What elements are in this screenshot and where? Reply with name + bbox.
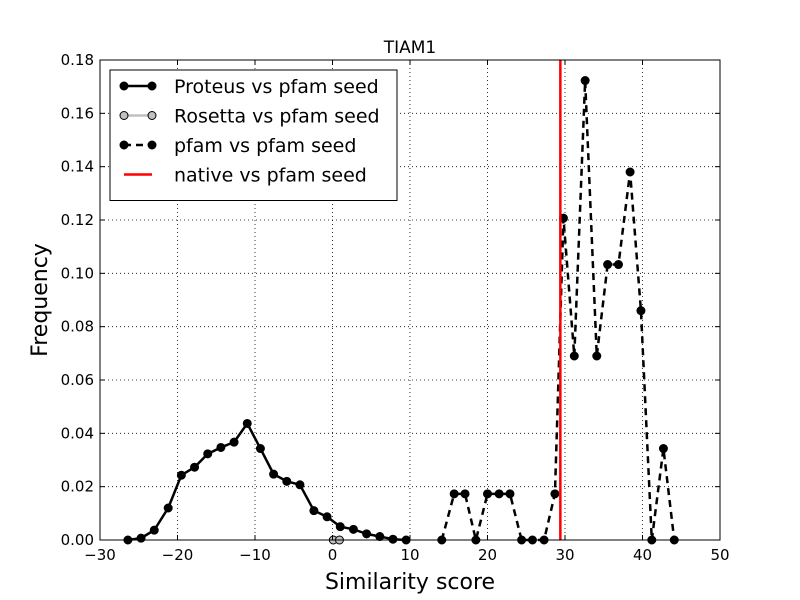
chart-title: TIAM1: [383, 38, 437, 58]
proteus-vs-pfam-seed-point: [149, 525, 159, 535]
x-tick-label: 50: [710, 546, 729, 564]
axis-ticks: −30 −20 −10 0 10 20 30 40 50 0.00 0.02 0.04 0.06 0.08…: [61, 51, 730, 564]
proteus-vs-pfam-seed-point: [388, 534, 398, 544]
x-tick-label: 0: [328, 546, 338, 564]
pfam-vs-pfam-seed-line: [440, 79, 676, 542]
pfam-vs-pfam-seed-point: [569, 351, 579, 361]
y-tick-label: 0.12: [61, 211, 94, 229]
y-tick-label: 0.02: [61, 478, 94, 496]
proteus-vs-pfam-seed-point: [309, 506, 319, 516]
pfam-vs-pfam-seed-point: [625, 167, 635, 177]
proteus-vs-pfam-seed-point: [163, 503, 173, 513]
proteus-vs-pfam-seed-point: [295, 480, 305, 490]
x-axis-title: Similarity score: [325, 570, 495, 595]
y-tick-label: 0.14: [61, 158, 94, 176]
proteus-vs-pfam-seed-line: [127, 422, 407, 542]
legend: Proteus vs pfam seed Rosetta vs pfam seed…: [109, 69, 398, 201]
x-tick-label: 30: [555, 546, 574, 564]
proteus-vs-pfam-seed-point: [229, 437, 239, 447]
legend-marker-rosetta-vs-pfam-seed: [119, 111, 129, 120]
pfam-vs-pfam-seed-point: [592, 351, 602, 361]
y-tick-label: 0.00: [61, 531, 94, 549]
proteus-vs-pfam-seed-point: [282, 476, 292, 486]
pfam-vs-pfam-seed-point: [613, 260, 623, 270]
proteus-vs-pfam-seed-point: [255, 444, 265, 454]
legend-label-rosetta-vs-pfam-seed: Rosetta vs pfam seed: [174, 106, 380, 128]
y-tick-label: 0.08: [61, 318, 94, 336]
proteus-vs-pfam-seed-point: [242, 418, 252, 428]
y-tick-label: 0.18: [61, 51, 94, 69]
proteus-vs-pfam-seed-point: [203, 449, 213, 459]
pfam-vs-pfam-seed-point: [483, 489, 492, 499]
proteus-vs-pfam-seed-point: [362, 529, 372, 539]
pfam-vs-pfam-seed-point: [449, 489, 459, 499]
x-tick-label: −30: [84, 546, 116, 564]
legend-marker-rosetta-vs-pfam-seed: [147, 111, 157, 120]
x-tick-label: 40: [633, 546, 652, 564]
x-tick-label: −10: [239, 546, 271, 564]
proteus-vs-pfam-seed-point: [269, 469, 279, 479]
legend-label-pfam-vs-pfam-seed: pfam vs pfam seed: [174, 135, 356, 157]
x-tick-label: −20: [162, 546, 194, 564]
x-tick-label: 10: [400, 546, 419, 564]
legend-marker-pfam-vs-pfam-seed: [119, 140, 129, 150]
proteus-vs-pfam-seed-point: [375, 532, 385, 542]
pfam-vs-pfam-seed-point: [636, 306, 646, 316]
proteus-vs-pfam-seed-point: [176, 470, 186, 480]
legend-label-proteus-vs-pfam-seed: Proteus vs pfam seed: [174, 76, 379, 98]
proteus-vs-pfam-seed-point: [335, 522, 345, 532]
legend-label-native-vs-pfam-seed: native vs pfam seed: [174, 165, 367, 187]
pfam-vs-pfam-seed-point: [505, 489, 515, 499]
x-tick-label: 20: [478, 546, 497, 564]
series-layer: [123, 60, 679, 545]
legend-marker-pfam-vs-pfam-seed: [147, 140, 157, 150]
y-tick-label: 0.16: [61, 104, 94, 122]
y-tick-label: 0.10: [61, 264, 94, 282]
proteus-vs-pfam-seed-point: [216, 442, 226, 452]
proteus-vs-pfam-seed-point: [190, 462, 200, 472]
pfam-vs-pfam-seed-point: [494, 489, 504, 499]
proteus-vs-pfam-seed-point: [322, 512, 332, 522]
y-tick-label: 0.04: [61, 424, 94, 442]
pfam-vs-pfam-seed-point: [603, 260, 613, 270]
pfam-vs-pfam-seed-point: [658, 444, 668, 454]
y-axis-title: Frequency: [28, 243, 53, 357]
proteus-vs-pfam-seed-point: [348, 524, 358, 534]
y-tick-label: 0.06: [61, 371, 94, 389]
legend-marker-proteus-vs-pfam-seed: [147, 81, 157, 91]
legend-marker-proteus-vs-pfam-seed: [119, 81, 129, 91]
legend-box: [109, 69, 398, 201]
pfam-vs-pfam-seed-point: [550, 489, 560, 499]
pfam-vs-pfam-seed-point: [460, 489, 470, 499]
proteus-vs-pfam-seed-point: [136, 533, 146, 543]
pfam-vs-pfam-seed-point: [580, 76, 590, 86]
